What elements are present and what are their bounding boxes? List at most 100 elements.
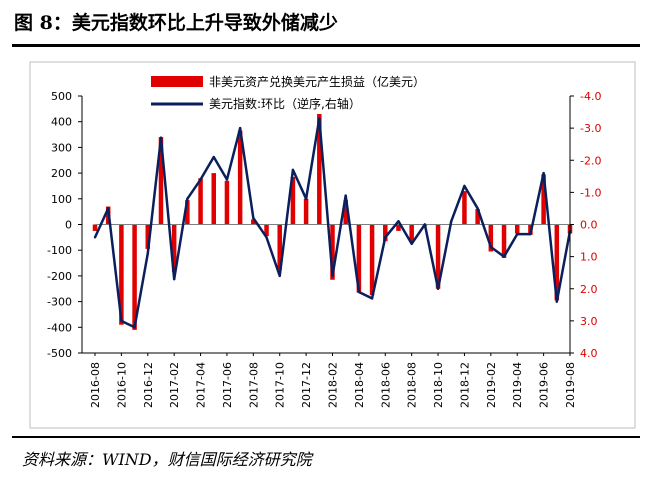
bar <box>277 224 282 270</box>
bar <box>132 224 137 330</box>
line-point <box>225 178 229 181</box>
line-point <box>186 197 189 200</box>
x-tick-label: 2017-10 <box>274 362 287 408</box>
line-point <box>357 290 361 294</box>
line-point <box>410 242 413 245</box>
line-point <box>463 184 466 188</box>
line-point <box>252 216 255 220</box>
x-tick-label: 2019-08 <box>564 362 577 408</box>
line-point <box>436 287 440 290</box>
x-tick-label: 2018-04 <box>353 362 366 408</box>
line-point <box>133 326 136 329</box>
bar <box>171 224 177 273</box>
right-tick-label: 2.0 <box>580 283 598 296</box>
line-point <box>199 178 202 181</box>
line-point <box>384 236 387 239</box>
x-tick-label: 2019-02 <box>485 362 498 408</box>
top-rule <box>12 44 640 47</box>
left-tick-label: -200 <box>47 270 72 283</box>
bar <box>92 224 98 231</box>
figure-title: 图 8：美元指数环比上升导致外储减少 <box>14 12 338 34</box>
line-point <box>489 245 493 249</box>
bar <box>198 178 203 225</box>
line-point <box>93 236 97 239</box>
bar <box>541 174 546 225</box>
left-axis: 500 400 300 200 100 0 -100 -200 -300 -400 -500 <box>47 90 83 360</box>
line-path <box>93 117 572 329</box>
bar <box>264 224 269 237</box>
bar <box>383 224 388 242</box>
line-point <box>476 207 479 210</box>
bar <box>343 200 348 225</box>
bar <box>356 224 362 293</box>
x-tick-label: 2018-10 <box>432 362 445 408</box>
line-point <box>344 194 347 197</box>
line-point <box>555 300 559 303</box>
bar <box>462 191 467 225</box>
line-point <box>423 223 427 226</box>
x-tick-label: 2016-10 <box>115 362 128 408</box>
combo-chart: 500 400 300 200 100 0 -100 -200 -300 -400 -500 -4.… <box>29 61 636 429</box>
line-point <box>318 117 321 120</box>
line-point <box>172 277 176 281</box>
x-tick-label: 2018-08 <box>406 362 419 408</box>
bar-series <box>92 113 573 330</box>
line-point <box>265 236 268 239</box>
line-point <box>212 155 215 159</box>
bar <box>554 224 560 301</box>
right-tick-label: 0.0 <box>580 219 598 232</box>
left-tick-label: -400 <box>47 321 72 334</box>
source-note: 资料来源：WIND，财信国际经济研究院 <box>22 450 312 469</box>
bar <box>251 219 256 225</box>
line-point <box>278 274 281 278</box>
x-tick-label: 2018-02 <box>327 362 340 408</box>
bar <box>409 224 414 243</box>
bar <box>185 200 190 225</box>
bar <box>145 224 151 249</box>
line-point <box>291 168 295 172</box>
bar <box>303 198 309 225</box>
left-tick-label: 100 <box>51 193 72 206</box>
x-tick-label: 2016-08 <box>89 362 102 408</box>
line-point <box>516 232 519 236</box>
right-tick-label: 1.0 <box>580 251 598 264</box>
line-point <box>106 207 110 210</box>
x-tick-label: 2016-12 <box>142 362 155 408</box>
line-point <box>502 255 506 258</box>
line-point <box>238 126 242 130</box>
left-tick-label: 200 <box>51 167 72 180</box>
legend: 非美元资产兑换美元产生损益（亿美元） 美元指数:环比（逆序,右轴） <box>151 74 425 111</box>
bottom-rule <box>12 436 640 438</box>
bar <box>211 173 216 225</box>
right-axis: -4.0 -3.0 -2.0 -1.0 0.0 1.0 2.0 3.0 4.0 <box>569 90 601 360</box>
left-tick-label: 500 <box>51 90 72 103</box>
right-tick-label: -1.0 <box>580 186 601 199</box>
line-point <box>146 252 149 255</box>
x-axis: 2016-08 2016-10 2016-12 2017-02 2017-04 2017-… <box>82 352 577 408</box>
left-tick-label: -500 <box>47 347 72 360</box>
legend-bar-label: 非美元资产兑换美元产生损益（亿美元） <box>209 74 425 89</box>
bar <box>237 130 243 225</box>
line-point <box>529 232 532 236</box>
left-tick-label: -300 <box>47 296 72 309</box>
line-point <box>159 136 163 139</box>
x-tick-label: 2017-06 <box>221 362 234 408</box>
x-tick-label: 2019-04 <box>511 362 524 408</box>
right-tick-label: -3.0 <box>580 122 601 135</box>
right-tick-label: 4.0 <box>580 347 598 360</box>
x-tick-label: 2018-12 <box>458 362 471 408</box>
right-tick-label: 3.0 <box>580 315 598 328</box>
bar <box>435 224 441 289</box>
bar <box>224 180 230 225</box>
right-tick-label: -4.0 <box>580 90 601 103</box>
bar <box>488 224 494 252</box>
line-point <box>397 220 400 223</box>
line-point <box>370 297 374 300</box>
left-tick-label: 300 <box>51 141 72 154</box>
line-point <box>542 171 545 175</box>
bar <box>501 224 507 258</box>
bar <box>290 176 296 225</box>
x-tick-label: 2017-08 <box>247 362 260 408</box>
right-tick-label: -2.0 <box>580 154 601 167</box>
line-point <box>450 220 453 223</box>
